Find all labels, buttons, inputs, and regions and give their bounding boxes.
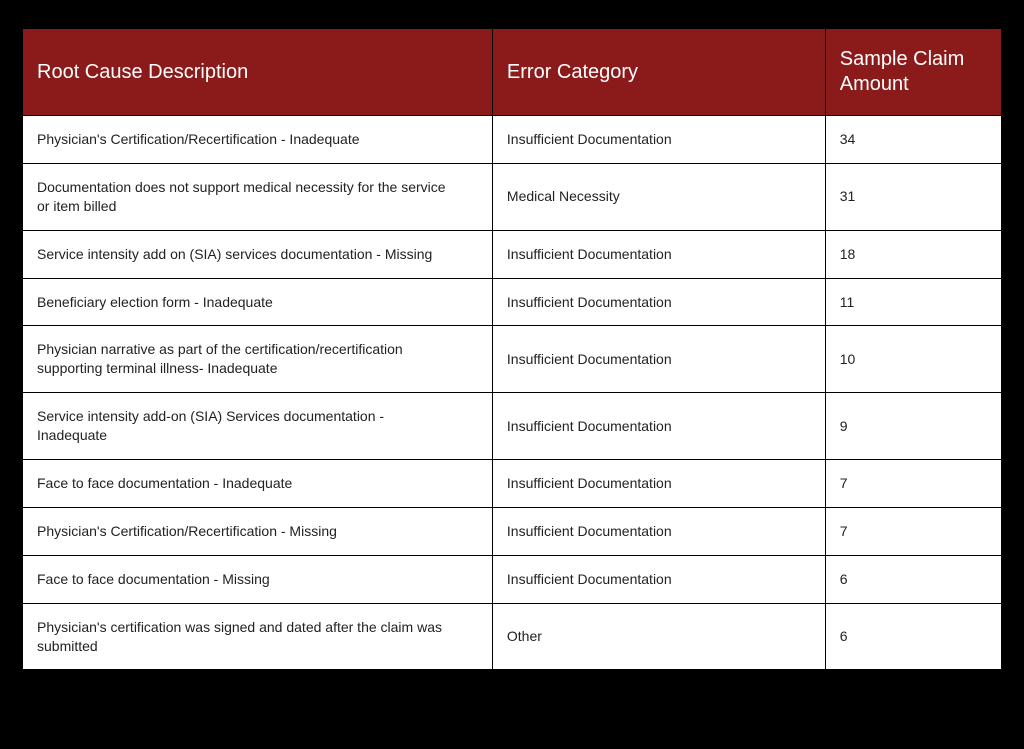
cell-error-category: Insufficient Documentation xyxy=(492,460,825,508)
col-header-error-category: Error Category xyxy=(492,29,825,116)
cell-error-category: Insufficient Documentation xyxy=(492,507,825,555)
table-header-row: Root Cause Description Error Category Sa… xyxy=(23,29,1002,116)
cell-error-category: Insufficient Documentation xyxy=(492,116,825,164)
cell-root-cause: Face to face documentation - Inadequate xyxy=(23,460,493,508)
table-row: Face to face documentation - Missing Ins… xyxy=(23,555,1002,603)
table-row: Physician's certification was signed and… xyxy=(23,603,1002,670)
cell-error-category: Insufficient Documentation xyxy=(492,393,825,460)
cell-sample-claim-amount: 9 xyxy=(825,393,1001,460)
table-row: Beneficiary election form - Inadequate I… xyxy=(23,278,1002,326)
cell-root-cause: Documentation does not support medical n… xyxy=(23,163,493,230)
cell-root-cause: Face to face documentation - Missing xyxy=(23,555,493,603)
cell-error-category: Insufficient Documentation xyxy=(492,326,825,393)
cell-sample-claim-amount: 6 xyxy=(825,603,1001,670)
table-row: Physician's Certification/Recertificatio… xyxy=(23,116,1002,164)
cell-sample-claim-amount: 18 xyxy=(825,230,1001,278)
cell-sample-claim-amount: 31 xyxy=(825,163,1001,230)
cell-root-cause: Beneficiary election form - Inadequate xyxy=(23,278,493,326)
cell-sample-claim-amount: 7 xyxy=(825,507,1001,555)
cell-sample-claim-amount: 11 xyxy=(825,278,1001,326)
col-header-root-cause: Root Cause Description xyxy=(23,29,493,116)
cell-error-category: Other xyxy=(492,603,825,670)
table-row: Service intensity add-on (SIA) Services … xyxy=(23,393,1002,460)
table-container: Root Cause Description Error Category Sa… xyxy=(0,0,1024,698)
cell-sample-claim-amount: 6 xyxy=(825,555,1001,603)
table-row: Physician narrative as part of the certi… xyxy=(23,326,1002,393)
cell-error-category: Insufficient Documentation xyxy=(492,555,825,603)
cell-error-category: Insufficient Documentation xyxy=(492,230,825,278)
table-row: Documentation does not support medical n… xyxy=(23,163,1002,230)
cell-sample-claim-amount: 10 xyxy=(825,326,1001,393)
cell-sample-claim-amount: 7 xyxy=(825,460,1001,508)
cell-root-cause: Physician's Certification/Recertificatio… xyxy=(23,116,493,164)
cell-error-category: Medical Necessity xyxy=(492,163,825,230)
root-cause-table: Root Cause Description Error Category Sa… xyxy=(22,28,1002,670)
cell-root-cause: Service intensity add-on (SIA) Services … xyxy=(23,393,493,460)
table-row: Face to face documentation - Inadequate … xyxy=(23,460,1002,508)
cell-root-cause: Physician's Certification/Recertificatio… xyxy=(23,507,493,555)
cell-sample-claim-amount: 34 xyxy=(825,116,1001,164)
table-body: Physician's Certification/Recertificatio… xyxy=(23,116,1002,670)
cell-root-cause: Physician narrative as part of the certi… xyxy=(23,326,493,393)
table-row: Physician's Certification/Recertificatio… xyxy=(23,507,1002,555)
col-header-sample-claim-amount: Sample Claim Amount xyxy=(825,29,1001,116)
cell-root-cause: Service intensity add on (SIA) services … xyxy=(23,230,493,278)
cell-error-category: Insufficient Documentation xyxy=(492,278,825,326)
cell-root-cause: Physician's certification was signed and… xyxy=(23,603,493,670)
table-row: Service intensity add on (SIA) services … xyxy=(23,230,1002,278)
